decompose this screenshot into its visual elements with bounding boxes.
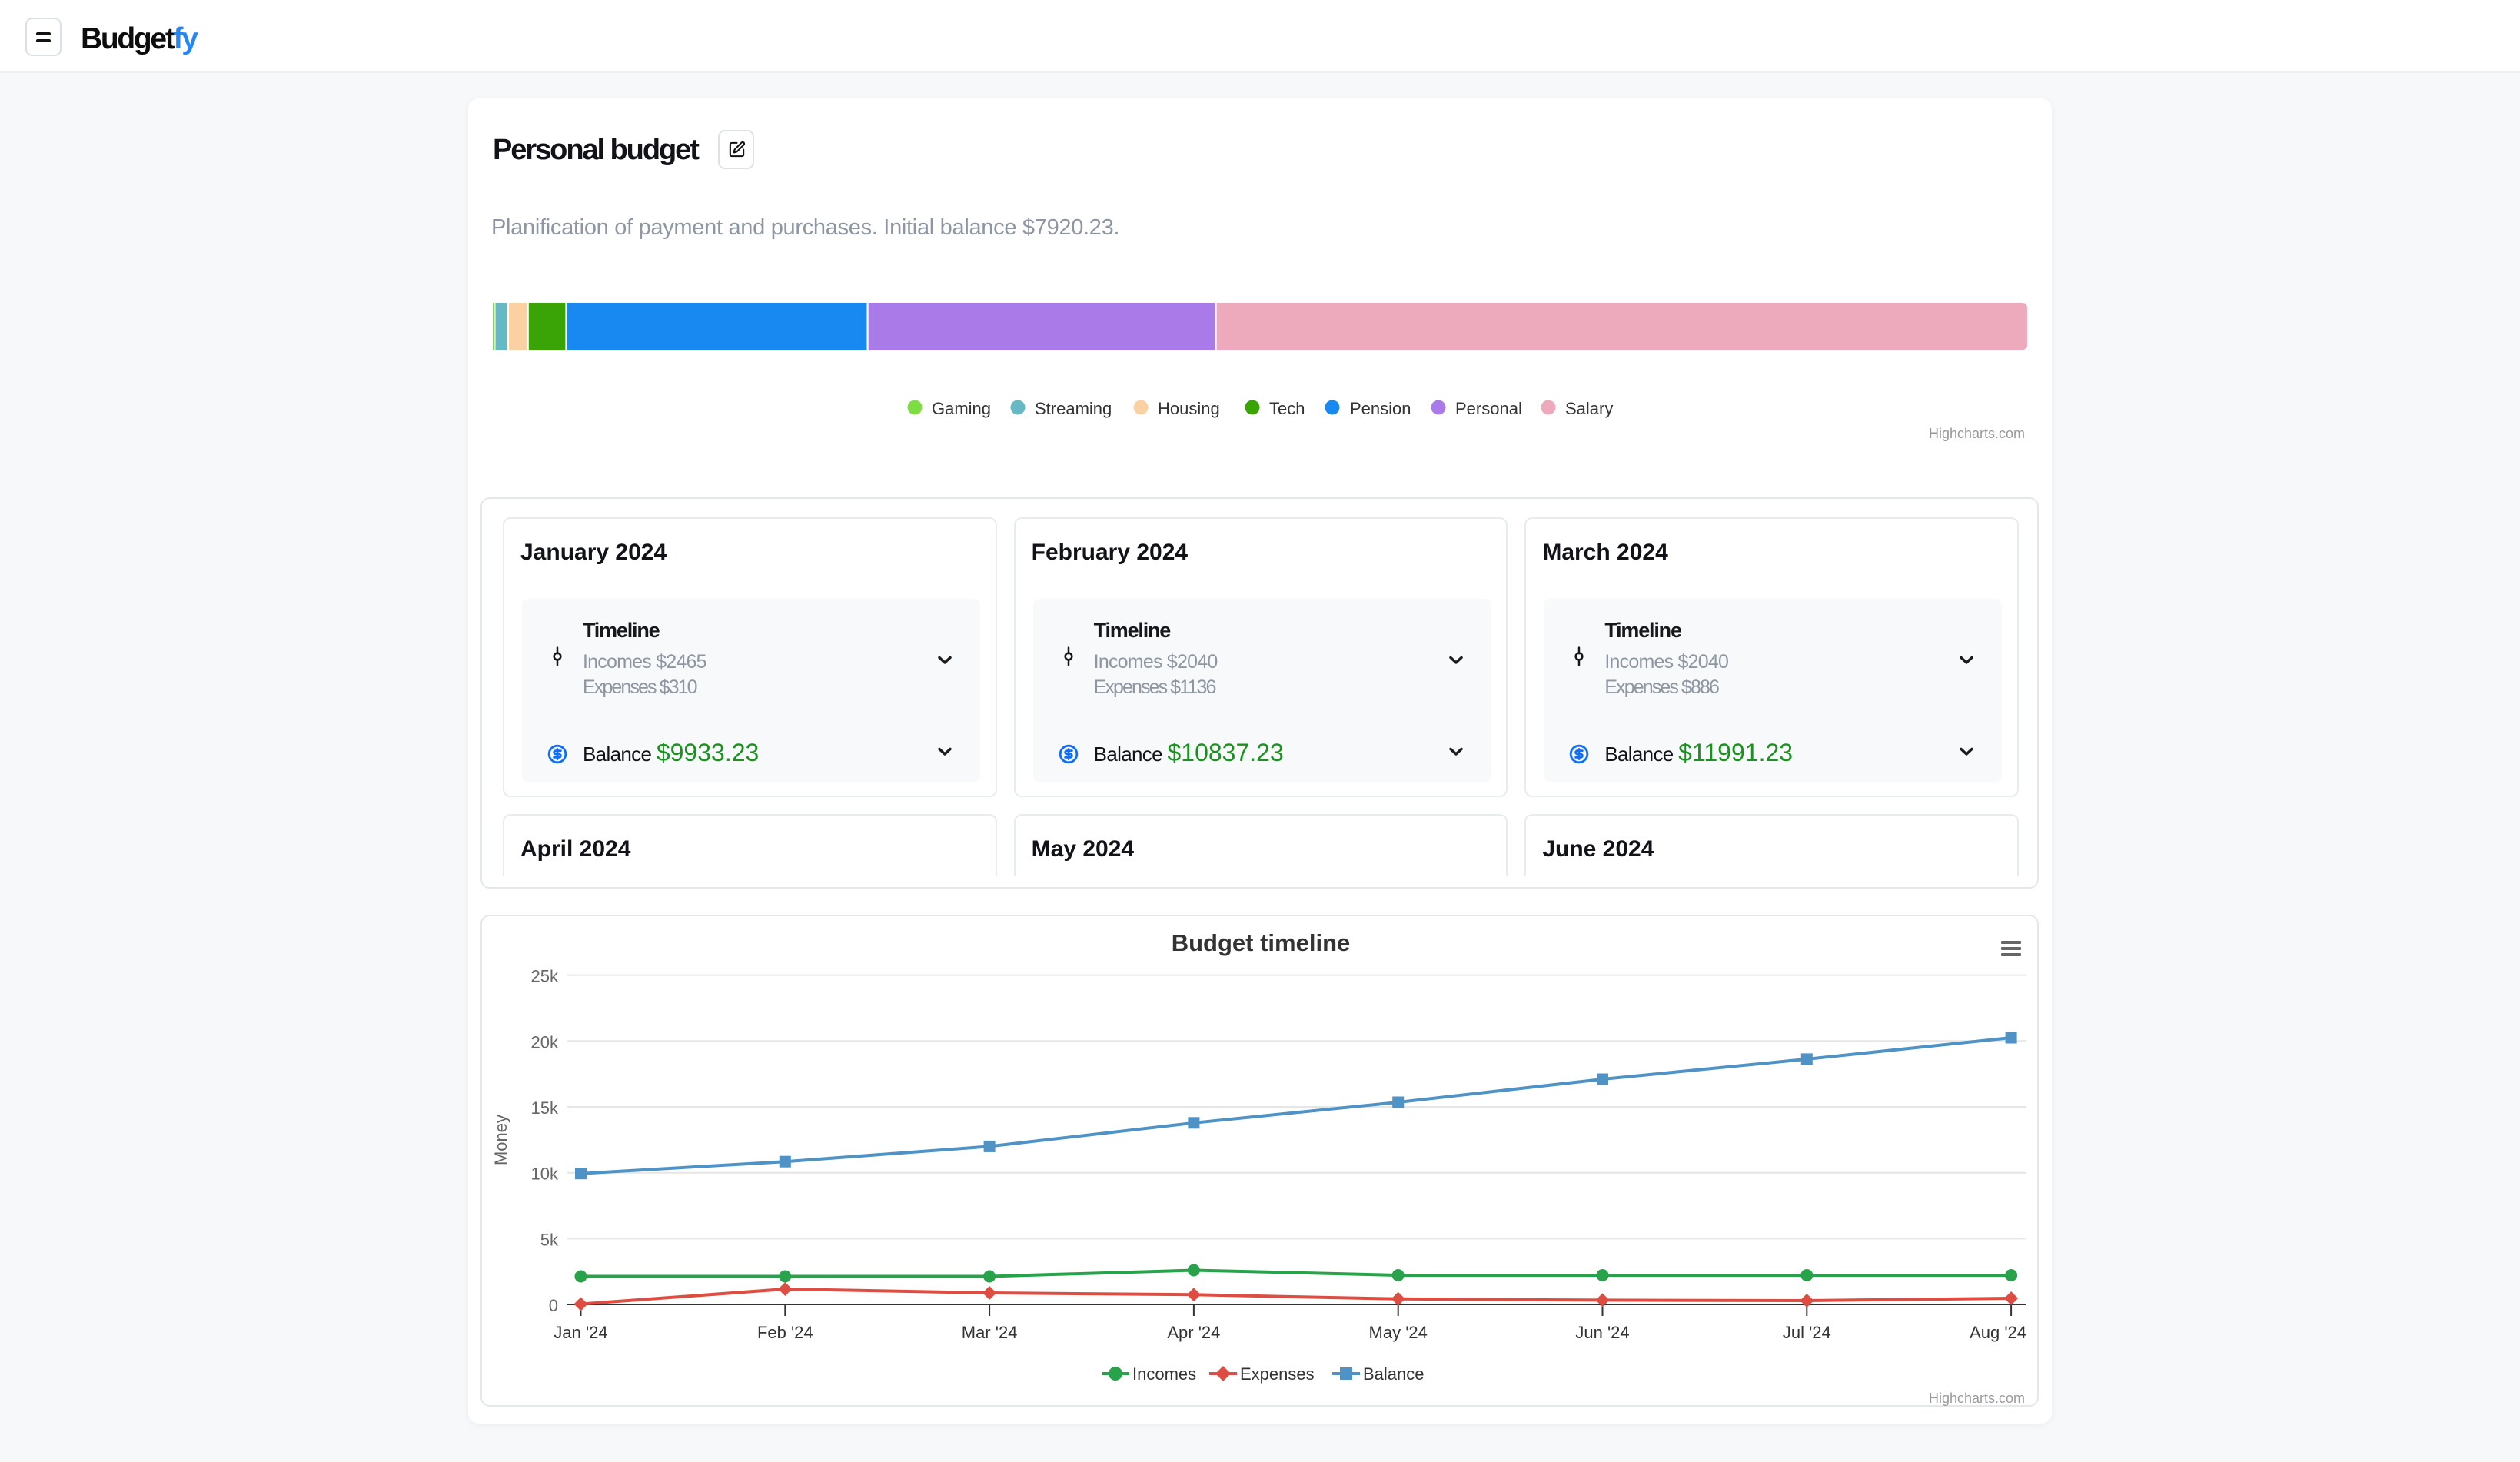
svg-text:Expenses: Expenses bbox=[1240, 1364, 1315, 1384]
svg-text:20k: 20k bbox=[531, 1032, 559, 1052]
svg-text:5k: 5k bbox=[540, 1230, 559, 1249]
svg-text:Salary: Salary bbox=[1565, 399, 1613, 418]
svg-text:Highcharts.com: Highcharts.com bbox=[1929, 1391, 2025, 1406]
svg-text:10k: 10k bbox=[531, 1165, 559, 1184]
svg-text:Highcharts.com: Highcharts.com bbox=[1929, 426, 2025, 441]
svg-text:0: 0 bbox=[549, 1296, 558, 1315]
svg-text:Housing: Housing bbox=[1158, 399, 1220, 418]
svg-text:Mar '24: Mar '24 bbox=[962, 1323, 1018, 1342]
svg-text:Incomes: Incomes bbox=[1132, 1364, 1196, 1384]
svg-text:25k: 25k bbox=[531, 967, 559, 986]
svg-text:15k: 15k bbox=[531, 1098, 559, 1118]
svg-text:May '24: May '24 bbox=[1369, 1323, 1428, 1342]
svg-text:Jan '24: Jan '24 bbox=[554, 1323, 607, 1342]
svg-text:Aug '24: Aug '24 bbox=[1970, 1323, 2026, 1342]
svg-text:Apr '24: Apr '24 bbox=[1167, 1323, 1220, 1342]
svg-text:Pension: Pension bbox=[1350, 399, 1411, 418]
svg-text:Gaming: Gaming bbox=[932, 399, 991, 418]
svg-text:Personal: Personal bbox=[1455, 399, 1522, 418]
svg-text:Feb '24: Feb '24 bbox=[757, 1323, 813, 1342]
svg-text:Jul '24: Jul '24 bbox=[1783, 1323, 1831, 1342]
svg-text:Jun '24: Jun '24 bbox=[1575, 1323, 1629, 1342]
svg-text:Tech: Tech bbox=[1269, 399, 1305, 418]
svg-text:Balance: Balance bbox=[1363, 1364, 1425, 1384]
svg-text:Streaming: Streaming bbox=[1035, 399, 1112, 418]
svg-text:Money: Money bbox=[491, 1115, 510, 1165]
svg-text:Budget timeline: Budget timeline bbox=[1172, 929, 1351, 956]
